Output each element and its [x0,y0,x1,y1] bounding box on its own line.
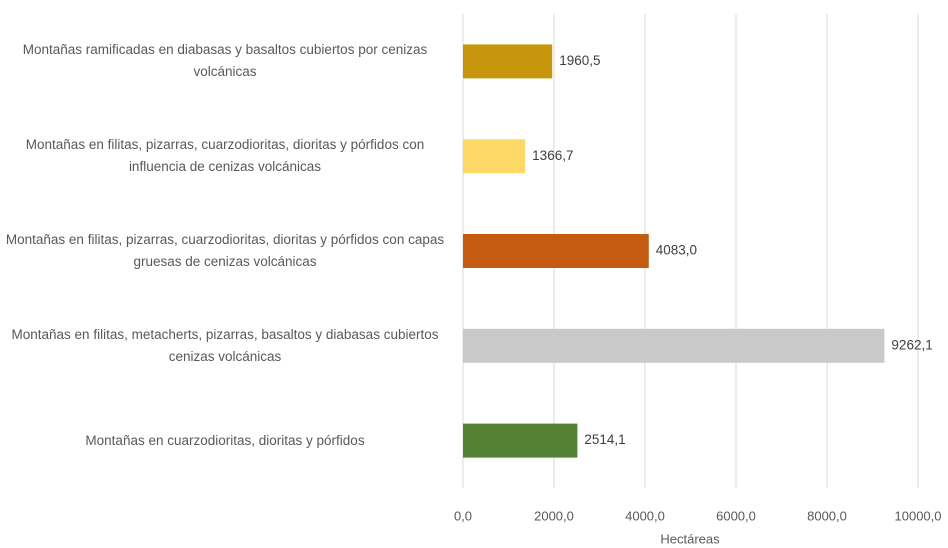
x-tick-label: 0,0 [454,508,472,523]
y-tick-label: Montañas ramificadas en diabasas y basal… [22,42,428,80]
x-axis-label: Hectáreas [660,531,720,546]
x-tick-label: 2000,0 [534,508,574,523]
x-tick-label: 8000,0 [807,508,847,523]
data-label: 4083,0 [656,243,697,258]
bar [463,423,578,458]
y-tick-label: Montañas en cuarzodioritas, dioritas y p… [85,432,365,448]
data-label: 1960,5 [559,53,600,68]
x-tick-label: 10000,0 [895,508,942,523]
y-tick-label: Montañas en filitas, pizarras, cuarzodio… [5,232,445,269]
data-label: 1366,7 [532,148,573,163]
y-tick-label: Montañas en filitas, metacherts, pizarra… [11,326,439,364]
y-tick-label: Montañas en filitas, pizarras, cuarzodio… [25,137,425,175]
bar [463,44,553,79]
bar [463,139,526,174]
bar [463,234,649,268]
x-tick-label: 6000,0 [716,508,756,523]
data-label: 2514,1 [584,432,625,447]
bar [463,328,885,363]
data-label: 9262,1 [891,337,932,352]
x-tick-label: 4000,0 [625,508,665,523]
